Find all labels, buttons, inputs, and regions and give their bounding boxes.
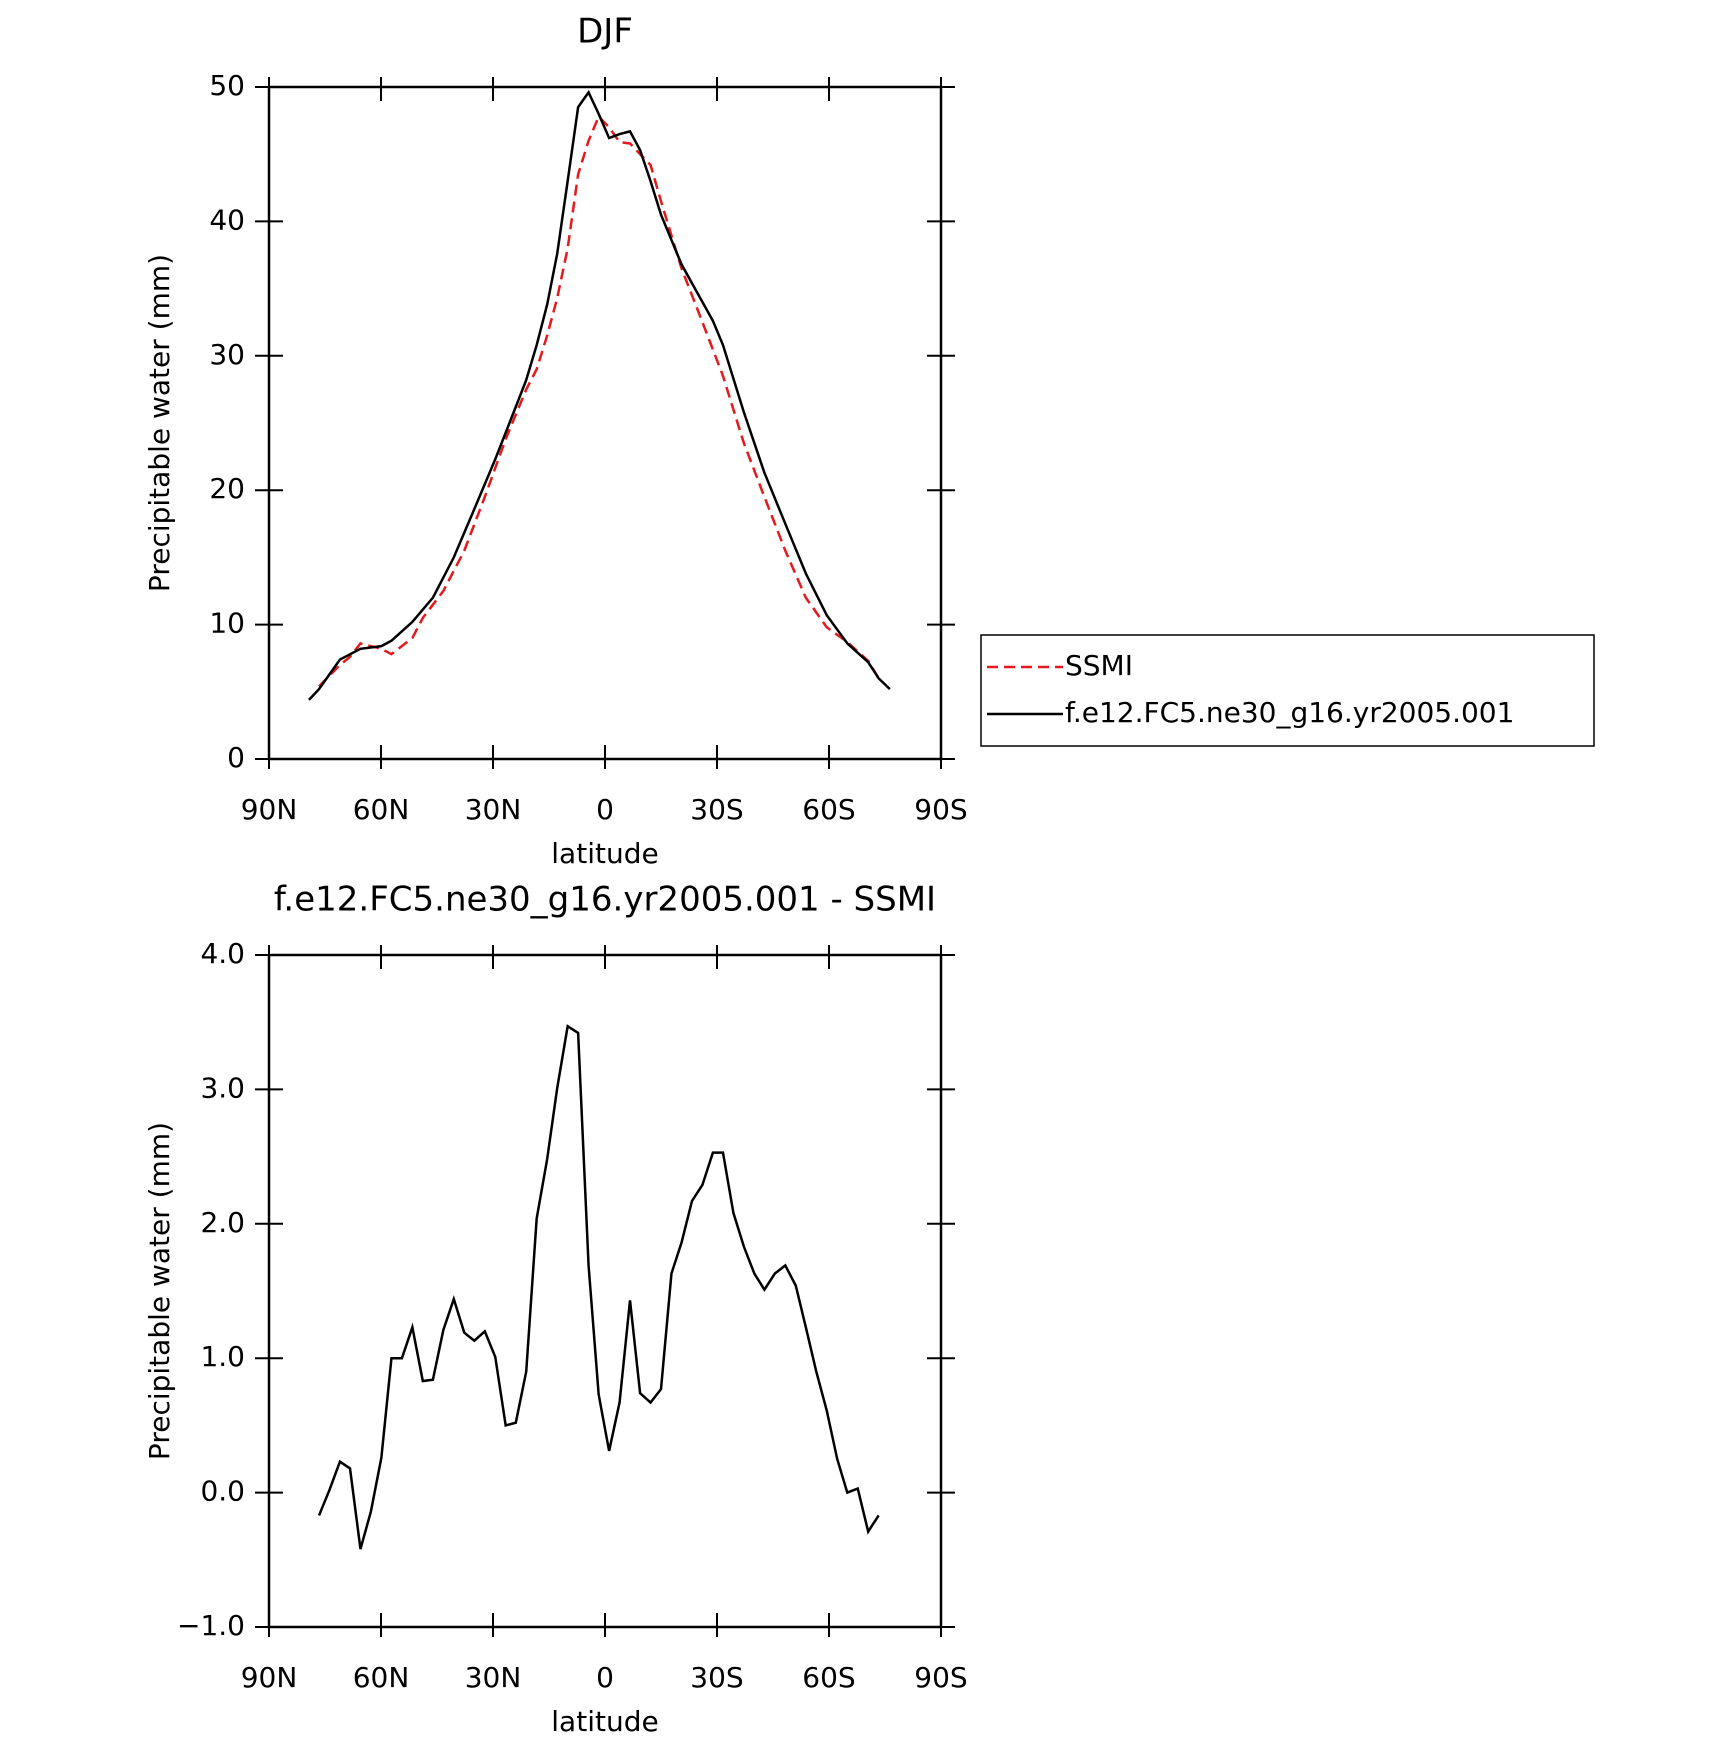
y-axis-label: Precipitable water (mm) bbox=[143, 1122, 176, 1460]
x-tick-label: 30N bbox=[465, 1661, 522, 1694]
y-tick-label: 20 bbox=[209, 472, 245, 505]
x-tick-label: 90N bbox=[241, 1661, 298, 1694]
chart-title: f.e12.FC5.ne30_g16.yr2005.001 - SSMI bbox=[274, 880, 936, 920]
y-tick-label: 10 bbox=[209, 607, 245, 640]
x-axis-label: latitude bbox=[551, 1705, 658, 1738]
legend-label: SSMI bbox=[1065, 649, 1133, 682]
x-tick-label: 30S bbox=[690, 1661, 743, 1694]
x-tick-label: 60N bbox=[353, 1661, 410, 1694]
series-line bbox=[308, 89, 891, 701]
y-tick-label: 3.0 bbox=[200, 1071, 245, 1104]
y-tick-label: 50 bbox=[209, 69, 245, 102]
y-axis-label: Precipitable water (mm) bbox=[143, 254, 176, 592]
y-tick-label: 4.0 bbox=[200, 937, 245, 970]
x-tick-label: 30S bbox=[690, 793, 743, 826]
series-line bbox=[318, 114, 880, 688]
x-tick-label: 60N bbox=[353, 793, 410, 826]
plot-frame bbox=[267, 953, 943, 1629]
chart-title: DJF bbox=[577, 12, 633, 52]
x-tick-label: 90S bbox=[914, 1661, 967, 1694]
legend-label: f.e12.FC5.ne30_g16.yr2005.001 bbox=[1065, 696, 1514, 729]
y-tick-label: 0.0 bbox=[200, 1475, 245, 1508]
x-tick-label: 30N bbox=[465, 793, 522, 826]
x-tick-label: 0 bbox=[596, 793, 614, 826]
y-tick-label: 0 bbox=[227, 741, 245, 774]
y-tick-label: 40 bbox=[209, 203, 245, 236]
y-tick-label: 1.0 bbox=[200, 1340, 245, 1373]
y-tick-label: 30 bbox=[209, 338, 245, 371]
x-tick-label: 90N bbox=[241, 793, 298, 826]
x-tick-label: 90S bbox=[914, 793, 967, 826]
x-tick-label: 0 bbox=[596, 1661, 614, 1694]
x-tick-label: 60S bbox=[802, 793, 855, 826]
y-tick-label: −1.0 bbox=[177, 1609, 245, 1642]
legend-box bbox=[980, 634, 1595, 747]
x-tick-label: 60S bbox=[802, 1661, 855, 1694]
series-line bbox=[317, 1024, 880, 1550]
x-axis-label: latitude bbox=[551, 837, 658, 870]
y-tick-label: 2.0 bbox=[200, 1206, 245, 1239]
plot-frame bbox=[267, 85, 943, 761]
